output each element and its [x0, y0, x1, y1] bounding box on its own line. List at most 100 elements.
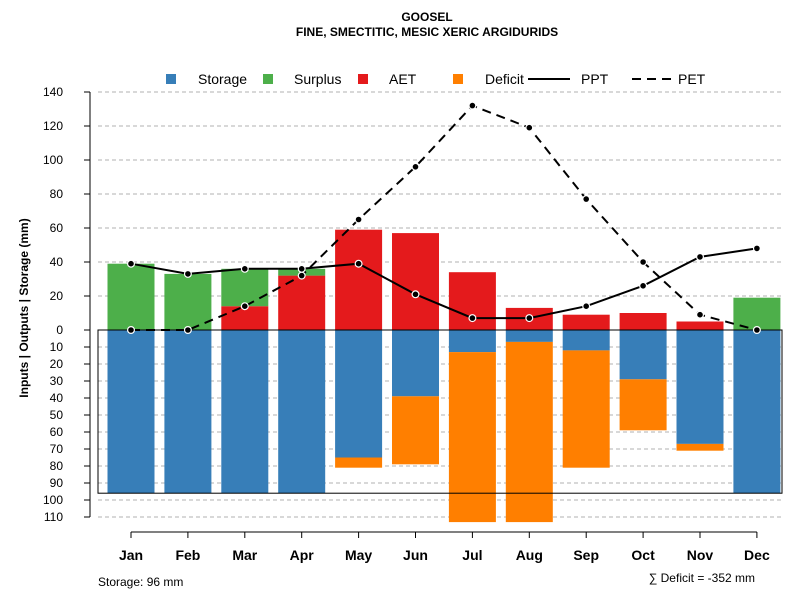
x-tick-label: Mar — [232, 547, 257, 563]
pet-point — [695, 310, 704, 319]
deficit-bar — [448, 352, 496, 523]
ppt-point — [468, 314, 477, 323]
x-tick-label: Aug — [516, 547, 543, 563]
ppt-point — [183, 269, 192, 278]
y-tick-label: 40 — [50, 255, 64, 269]
legend-swatch-aet — [358, 74, 368, 84]
storage-bar — [562, 330, 610, 351]
ppt-point — [695, 252, 704, 261]
y-tick-label: 20 — [50, 357, 64, 371]
pet-point — [411, 162, 420, 171]
legend-label-aet: AET — [389, 71, 417, 87]
legend-label-ppt: PPT — [581, 71, 609, 87]
aet-bar — [392, 233, 439, 330]
x-tick-label: Jul — [462, 547, 482, 563]
deficit-bar — [392, 396, 439, 465]
y-axis-label: Inputs | Outputs | Storage (mm) — [17, 218, 31, 397]
storage-bar — [107, 330, 155, 494]
legend-label-deficit: Deficit — [485, 71, 524, 87]
y-tick-label: 80 — [50, 459, 64, 473]
deficit-bar — [562, 350, 610, 468]
bars — [107, 229, 781, 523]
pet-point — [354, 215, 363, 224]
pet-point — [582, 195, 591, 204]
pet-point — [240, 302, 249, 311]
legend-label-surplus: Surplus — [294, 71, 341, 87]
storage-bar — [392, 330, 439, 397]
chart-subtitle: FINE, SMECTITIC, MESIC XERIC ARGIDURIDS — [296, 25, 558, 39]
storage-bar — [619, 330, 667, 380]
ppt-point — [752, 244, 761, 253]
y-tick-label: 50 — [50, 408, 64, 422]
deficit-bar — [619, 379, 667, 431]
y-tick-label: 60 — [50, 221, 64, 235]
legend-swatch-deficit — [453, 74, 463, 84]
y-tick-label: 70 — [50, 442, 64, 456]
ppt-point — [126, 259, 135, 268]
x-tick-label: Apr — [290, 547, 315, 563]
y-tick-label: 80 — [50, 187, 64, 201]
y-tick-label: 140 — [43, 85, 63, 99]
x-tick-label: Sep — [573, 547, 599, 563]
pet-point — [525, 123, 534, 132]
legend-swatch-surplus — [263, 74, 273, 84]
ppt-point — [639, 281, 648, 290]
y-tick-label: 60 — [50, 425, 64, 439]
storage-bar — [733, 330, 781, 494]
x-tick-label: Feb — [175, 547, 200, 563]
pet-point — [126, 326, 135, 335]
storage-bar — [221, 330, 269, 494]
aet-bar — [278, 275, 326, 330]
pet-line — [131, 104, 758, 331]
x-tick-label: Jan — [119, 547, 143, 563]
storage-footnote: Storage: 96 mm — [98, 575, 183, 589]
x-tick-label: Dec — [744, 547, 770, 563]
x-tick-label: Jun — [403, 547, 428, 563]
y-tick-label: 110 — [44, 510, 63, 524]
deficit-bar — [505, 341, 553, 523]
pet-point — [639, 258, 648, 267]
gridlines — [98, 91, 782, 518]
y-tick-label: 100 — [43, 153, 63, 167]
x-tick-label: Nov — [687, 547, 714, 563]
pet-point — [468, 101, 477, 110]
y-tick-label: 120 — [43, 119, 63, 133]
storage-bar — [448, 330, 496, 353]
x-tick-label: May — [345, 547, 372, 563]
ppt-point — [297, 264, 306, 273]
storage-bar — [335, 330, 383, 458]
ppt-point — [582, 302, 591, 311]
storage-bar — [505, 330, 553, 342]
legend: Storage Surplus AET Deficit PPT PET — [166, 71, 706, 87]
pet-point — [752, 326, 761, 335]
axes-frame — [97, 329, 783, 494]
legend-swatch-storage — [166, 74, 176, 84]
surplus-bar — [107, 263, 155, 330]
surplus-bar — [733, 297, 781, 330]
storage-bar — [676, 330, 724, 444]
ppt-point — [525, 314, 534, 323]
y-tick-label: 0 — [56, 323, 63, 337]
storage-bar — [164, 330, 212, 494]
aet-bar — [562, 314, 610, 330]
surplus-bar — [164, 273, 212, 330]
deficit-bar — [335, 457, 383, 468]
y-tick-label: 20 — [50, 289, 64, 303]
y-axis-ticks: 0 20 40 60 80 100 120 140 10 20 30 40 50 60 70 80 90 100 1… — [43, 85, 91, 524]
ppt-point — [354, 259, 363, 268]
storage-bar — [278, 330, 326, 494]
x-axis-ticks: Jan Feb Mar Apr May Jun Jul Aug Sep Oct Nov Dec — [119, 531, 770, 563]
surplus-bar — [221, 268, 269, 307]
pet-point — [183, 326, 192, 335]
y-tick-label: 30 — [50, 374, 64, 388]
ppt-point — [411, 290, 420, 299]
line-series — [126, 101, 761, 335]
aet-bar — [335, 229, 383, 330]
legend-label-storage: Storage — [198, 71, 247, 87]
ppt-point — [240, 264, 249, 273]
x-tick-label: Oct — [631, 547, 655, 563]
deficit-footnote: ∑ Deficit = -352 mm — [649, 571, 755, 585]
aet-bar — [676, 321, 724, 330]
ppt-line — [130, 247, 758, 320]
